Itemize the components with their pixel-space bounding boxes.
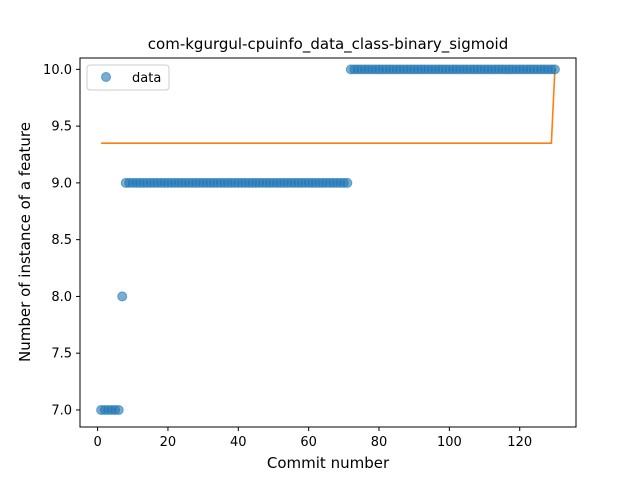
chart-title: com-kgurgul-cpuinfo_data_class-binary_si…: [148, 35, 508, 54]
data-point: [549, 64, 560, 75]
y-tick-label: 9.5: [51, 120, 72, 135]
x-tick-label: 40: [230, 435, 247, 450]
plot-area: [96, 64, 560, 415]
x-tick-label: 80: [371, 435, 388, 450]
y-axis-label: Number of instance of a feature: [16, 122, 34, 362]
data-point: [342, 177, 353, 188]
y-tick-label: 9.0: [51, 176, 72, 191]
data-point: [117, 291, 128, 302]
x-tick-label: 20: [160, 435, 177, 450]
plot-frame: [79, 57, 577, 428]
x-tick-label: 100: [437, 435, 462, 450]
y-tick-label: 10.0: [43, 63, 72, 78]
legend-box: [86, 64, 170, 91]
x-tick-label: 60: [300, 435, 317, 450]
y-axis: 7.0 7.5 8.0 8.5 9.0 9.5 10.0: [43, 63, 80, 418]
x-tick-label: 0: [93, 435, 101, 450]
legend-label: data: [132, 71, 161, 86]
x-tick-label: 120: [507, 435, 532, 450]
y-tick-label: 8.0: [51, 290, 72, 305]
y-tick-label: 7.5: [51, 347, 72, 362]
x-axis: 0 20 40 60 80 100 120: [93, 427, 532, 450]
x-axis-label: Commit number: [267, 454, 390, 472]
y-tick-label: 7.0: [51, 403, 72, 418]
y-tick-label: 8.5: [51, 233, 72, 248]
series-line: [101, 69, 556, 144]
legend-marker: [101, 72, 111, 82]
data-point: [113, 404, 124, 415]
legend: data: [86, 64, 170, 91]
